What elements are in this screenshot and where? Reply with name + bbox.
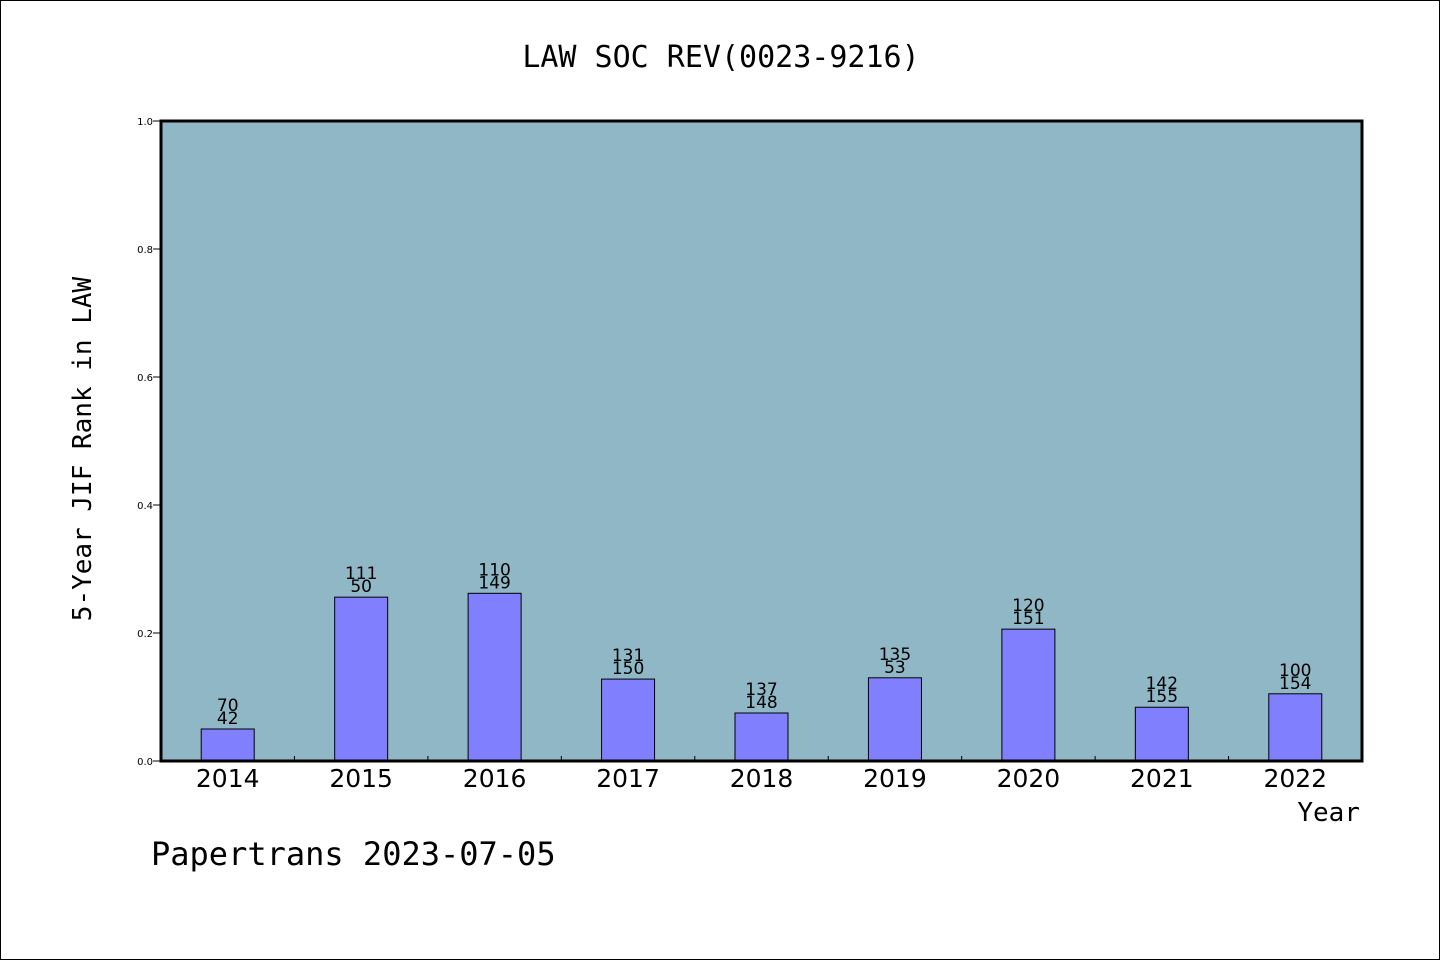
bar-label-top: 120 [1012,596,1044,616]
y-tick-label: 0.4 [137,501,153,512]
x-tick-label: 2019 [863,764,927,793]
x-tick-label: 2020 [997,764,1061,793]
y-tick-label: 0.2 [137,629,153,640]
bar-label-top: 110 [478,560,510,580]
bar-2020 [1001,628,1056,762]
x-axis-label: Year [1297,798,1360,828]
bar-label-bottom: 53 [884,658,906,678]
bar-label-top: 100 [1279,661,1311,681]
x-tick-label: 2017 [596,764,660,793]
x-tick-label: 2014 [196,764,260,793]
bar-label-bottom: 148 [745,693,777,713]
x-axis: 2014 2015 2016 2017 2018 2019 2020 2021 2022 [196,756,1327,793]
x-tick-label: 2015 [329,764,393,793]
bar-label-bottom: 151 [1012,609,1044,629]
bar-label-bottom: 154 [1279,674,1311,694]
bar-2019 [867,677,922,762]
y-tick-label: 0.8 [137,245,153,256]
x-tick-label: 2018 [730,764,794,793]
y-tick-label: 0.0 [137,757,153,768]
bar-2014 [200,728,255,762]
footer-text: Papertrans 2023-07-05 [151,835,556,873]
bar-2015 [334,596,389,762]
bar-2017 [601,678,656,762]
bar-2022 [1268,693,1323,762]
bar-2016 [467,592,522,762]
y-axis: 0.0 0.2 0.4 0.6 0.8 1.0 [137,117,161,768]
bar-label-bottom: 155 [1146,687,1178,707]
bar-2018 [734,712,789,762]
bar-label-top: 131 [612,646,644,666]
bar-label-bottom: 42 [217,709,239,729]
bar-2021 [1134,706,1189,762]
chart-title: LAW SOC REV(0023-9216) [522,40,919,75]
y-axis-label: 5-Year JIF Rank in LAW [68,276,98,621]
bar-label-top: 142 [1146,674,1178,694]
bar-label-bottom: 149 [478,573,510,593]
x-tick-label: 2016 [463,764,527,793]
bar-label-top: 137 [745,680,777,700]
bar-label-top: 135 [879,645,911,665]
plot-border [159,119,1364,763]
y-tick-label: 0.6 [137,373,153,384]
bar-label-bottom: 50 [350,577,372,597]
x-tick-label: 2021 [1130,764,1194,793]
y-tick-label: 1.0 [137,117,153,128]
bar-label-top: 111 [345,564,377,584]
bar-label-top: 70 [217,696,239,716]
bar-label-bottom: 150 [612,659,644,679]
x-tick-label: 2022 [1263,764,1327,793]
